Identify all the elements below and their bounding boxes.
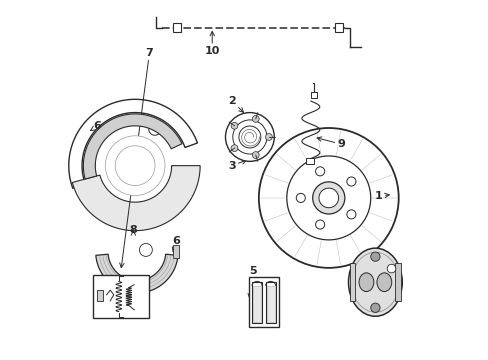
Bar [310, 93, 317, 98]
Circle shape [386, 264, 395, 273]
Bar [248, 277, 279, 327]
Ellipse shape [348, 248, 402, 316]
Bar [305, 158, 313, 164]
Circle shape [315, 167, 324, 176]
Polygon shape [83, 114, 182, 179]
Circle shape [105, 136, 164, 195]
Text: 7: 7 [120, 48, 153, 267]
Text: 10: 10 [204, 31, 220, 56]
Text: 5: 5 [247, 266, 257, 298]
Bar [349, 264, 355, 301]
Circle shape [225, 113, 274, 161]
Bar [97, 290, 103, 301]
Polygon shape [96, 254, 178, 293]
Circle shape [139, 243, 152, 256]
Bar [251, 282, 262, 323]
Bar [265, 282, 275, 323]
Circle shape [231, 122, 238, 129]
Text: 9: 9 [316, 137, 345, 149]
Bar [172, 23, 180, 32]
Bar [334, 23, 342, 32]
Bar [93, 275, 148, 318]
Polygon shape [72, 166, 200, 231]
Text: 4: 4 [388, 277, 396, 287]
Circle shape [252, 152, 259, 158]
Circle shape [346, 177, 355, 186]
Circle shape [346, 210, 355, 219]
Circle shape [239, 126, 260, 148]
Circle shape [232, 120, 266, 154]
Circle shape [318, 188, 338, 208]
Ellipse shape [358, 273, 373, 292]
Ellipse shape [376, 273, 391, 292]
Text: 3: 3 [228, 160, 246, 171]
Bar [266, 286, 274, 321]
Bar [395, 264, 400, 301]
Circle shape [258, 128, 398, 268]
Circle shape [231, 145, 238, 152]
Text: 1: 1 [374, 191, 388, 201]
Circle shape [252, 116, 259, 122]
Circle shape [148, 123, 161, 135]
Text: 6: 6 [90, 121, 101, 131]
Circle shape [370, 252, 379, 261]
Circle shape [115, 146, 155, 185]
Circle shape [312, 182, 344, 214]
Circle shape [286, 156, 370, 240]
Polygon shape [69, 99, 197, 188]
Bar [253, 286, 261, 321]
Circle shape [370, 303, 379, 312]
Polygon shape [173, 245, 179, 258]
Circle shape [315, 220, 324, 229]
Text: 2: 2 [227, 96, 243, 112]
Circle shape [296, 193, 305, 202]
Text: 6: 6 [172, 236, 180, 252]
Circle shape [265, 134, 272, 140]
Text: 8: 8 [129, 225, 137, 235]
